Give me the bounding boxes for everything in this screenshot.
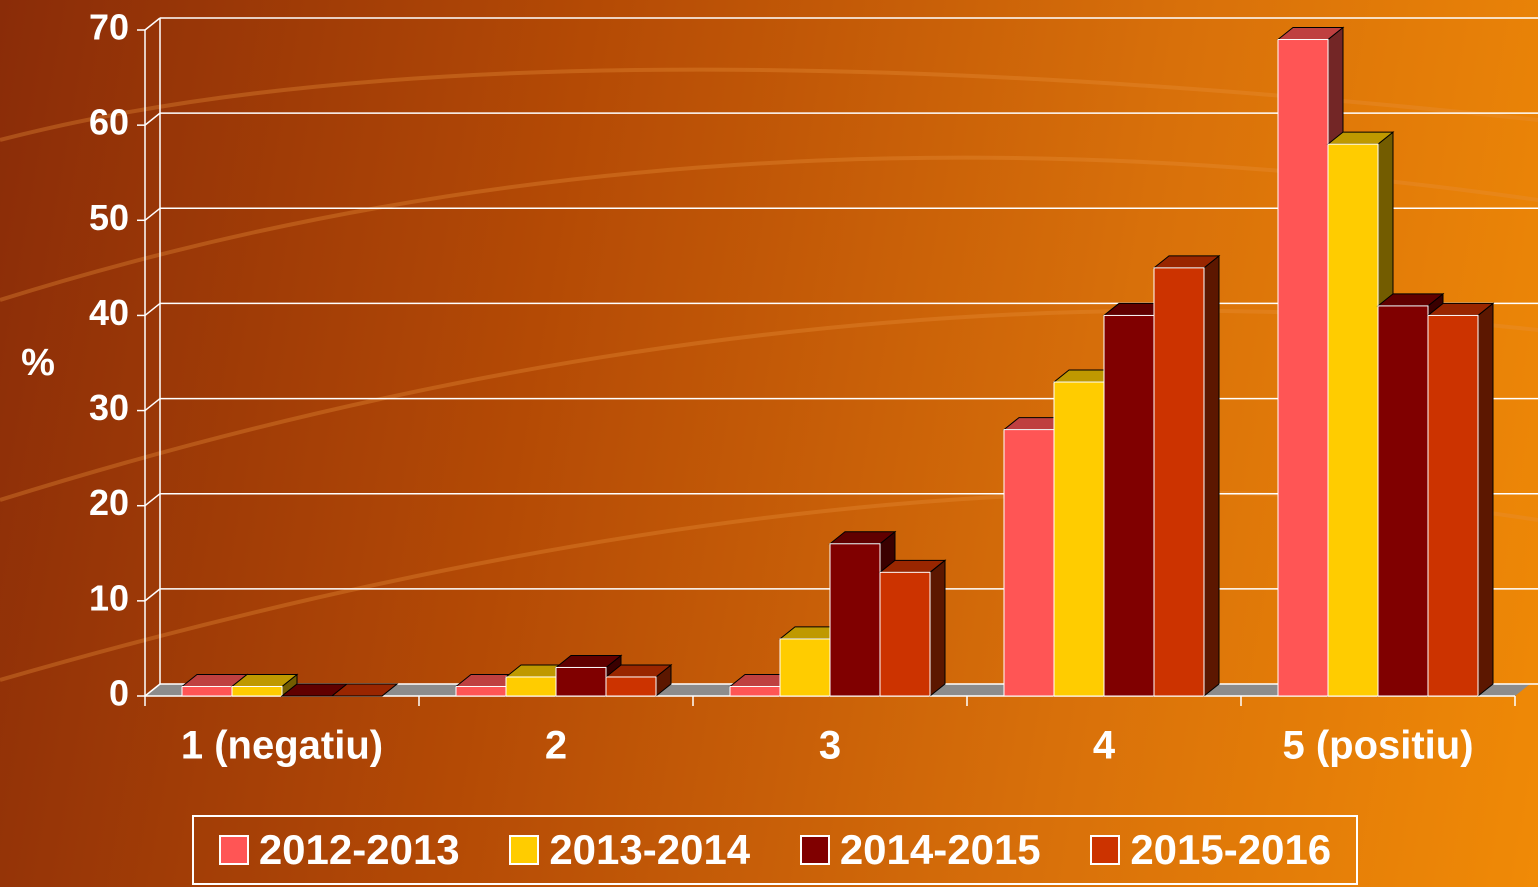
bar	[879, 571, 931, 697]
legend-swatch	[799, 835, 830, 865]
grid-wall-line	[144, 17, 161, 31]
x-tick-label: 4	[1093, 724, 1116, 768]
bar	[455, 685, 507, 697]
grid-wall-line	[144, 397, 161, 412]
legend-item: 2015-2016	[1090, 826, 1331, 874]
grid-wall-line	[144, 207, 161, 221]
bar-top	[330, 683, 399, 697]
bar-side	[1203, 254, 1220, 698]
legend-item: 2013-2014	[509, 826, 750, 874]
bar	[1277, 39, 1329, 697]
grid-wall-line	[144, 493, 161, 507]
bar	[829, 543, 881, 697]
x-tick-label: 1 (negatiu)	[181, 724, 383, 768]
y-tick-label: 40	[89, 292, 129, 333]
grid-wall-line	[144, 683, 161, 697]
legend-label: 2014-2015	[839, 826, 1041, 873]
bar-group	[330, 683, 399, 697]
bar-side	[929, 559, 946, 698]
grid-wall-line	[144, 112, 161, 126]
legend-item: 2012-2013	[218, 826, 460, 874]
y-tick-label: 0	[109, 673, 129, 714]
x-tick-label: 5 (positiu)	[1282, 724, 1473, 768]
legend-label: 2013-2014	[549, 826, 751, 873]
bar	[505, 676, 557, 697]
legend-swatch	[509, 835, 540, 865]
y-tick-label: 50	[89, 197, 129, 238]
y-tick-label: 20	[89, 482, 129, 523]
bar	[1103, 314, 1155, 697]
legend-label: 2015-2016	[1130, 826, 1332, 873]
bar	[1153, 267, 1205, 697]
bar-group	[1426, 302, 1495, 698]
legend-label: 2012-2013	[258, 826, 460, 873]
bar	[779, 638, 831, 697]
y-tick-label: 10	[89, 577, 129, 618]
bar	[181, 685, 233, 697]
bar-group	[1152, 254, 1221, 698]
grid-wall-line	[144, 588, 161, 602]
y-tick-label: 70	[89, 7, 129, 48]
legend-swatch	[1090, 835, 1121, 865]
x-tick-label: 2	[545, 724, 567, 768]
bar	[555, 666, 607, 697]
legend-swatch	[218, 835, 249, 865]
bar	[1327, 143, 1379, 697]
x-tick-label: 3	[819, 724, 841, 768]
y-tick-label: 60	[89, 102, 129, 143]
bar-side	[1477, 302, 1494, 698]
grid-wall-line	[144, 302, 161, 317]
y-axis-label: %	[21, 342, 55, 384]
bar	[231, 685, 283, 697]
legend-item: 2014-2015	[799, 826, 1041, 874]
bar-group	[878, 559, 947, 698]
y-tick-label: 30	[89, 387, 129, 428]
bar	[605, 676, 657, 697]
bar-group	[604, 663, 673, 698]
bar	[1003, 429, 1055, 697]
legend: 2012-2013 2013-2014 2014-2015 2015-2016	[192, 815, 1358, 885]
bar-group	[230, 673, 299, 698]
bar	[1053, 381, 1105, 697]
bar	[729, 685, 781, 697]
bar	[1377, 305, 1429, 697]
bar	[1427, 314, 1479, 697]
bar-group	[504, 663, 573, 698]
